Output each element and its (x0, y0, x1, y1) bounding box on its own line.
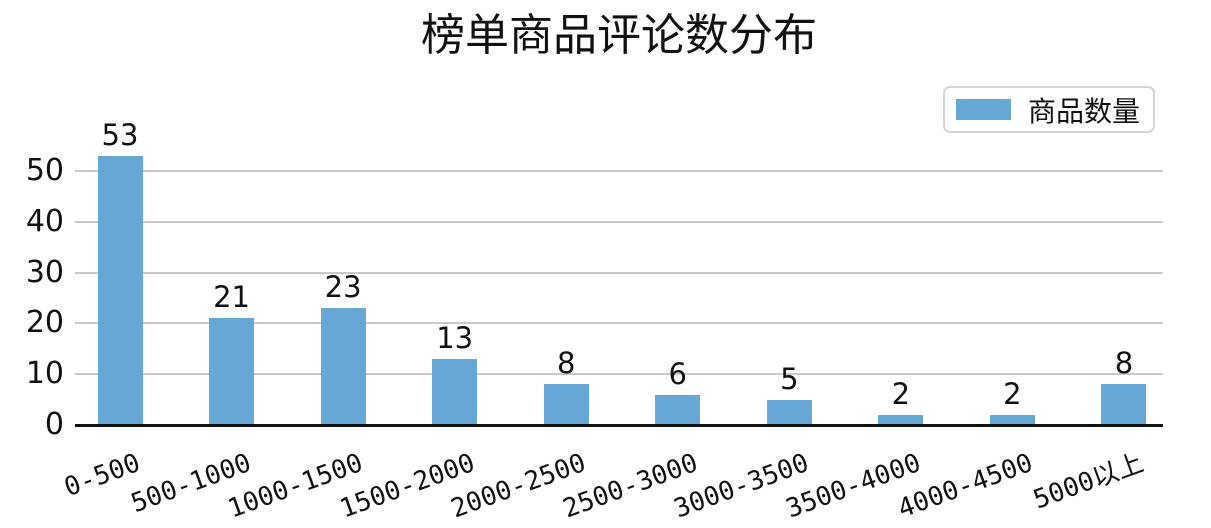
bar (989, 414, 1035, 425)
bar-value-label: 23 (324, 270, 362, 305)
legend-swatch-icon (956, 99, 1011, 120)
legend-label: 商品数量 (1028, 94, 1141, 128)
bar (878, 414, 924, 425)
bar (655, 394, 701, 425)
bar-value-label: 5 (780, 361, 799, 396)
y-axis-tick-label: 30 (25, 254, 64, 290)
y-axis-tick-label: 20 (25, 305, 64, 341)
y-axis-tick-label: 0 (44, 407, 64, 442)
bar-value-label: 2 (891, 376, 911, 411)
bar (320, 308, 366, 425)
gridline (75, 271, 1163, 274)
bar-value-label: 8 (1114, 346, 1134, 381)
bar (543, 384, 589, 425)
bar (432, 358, 478, 425)
gridline (75, 220, 1163, 223)
bar-value-label: 2 (1003, 376, 1022, 411)
bar-value-label: 53 (101, 117, 139, 152)
bar (97, 155, 143, 425)
y-axis-tick-label: 50 (25, 153, 64, 188)
x-axis-tick-label: 5000以上 (1029, 448, 1148, 516)
legend: 商品数量 (943, 86, 1155, 133)
bar-value-label: 8 (556, 346, 576, 381)
bar-value-label: 13 (436, 320, 474, 355)
y-axis-tick-label: 40 (25, 203, 64, 239)
gridline (75, 373, 1163, 376)
y-axis-tick-label: 10 (25, 356, 64, 392)
chart-title: 榜单商品评论数分布 (421, 10, 817, 61)
bar-value-label: 6 (668, 356, 687, 391)
x-axis-line (75, 424, 1163, 427)
bar-value-label: 21 (213, 280, 250, 315)
bar (1101, 384, 1147, 425)
bar (209, 318, 255, 425)
gridline (75, 170, 1163, 172)
gridline (75, 322, 1163, 325)
bar (766, 399, 812, 425)
